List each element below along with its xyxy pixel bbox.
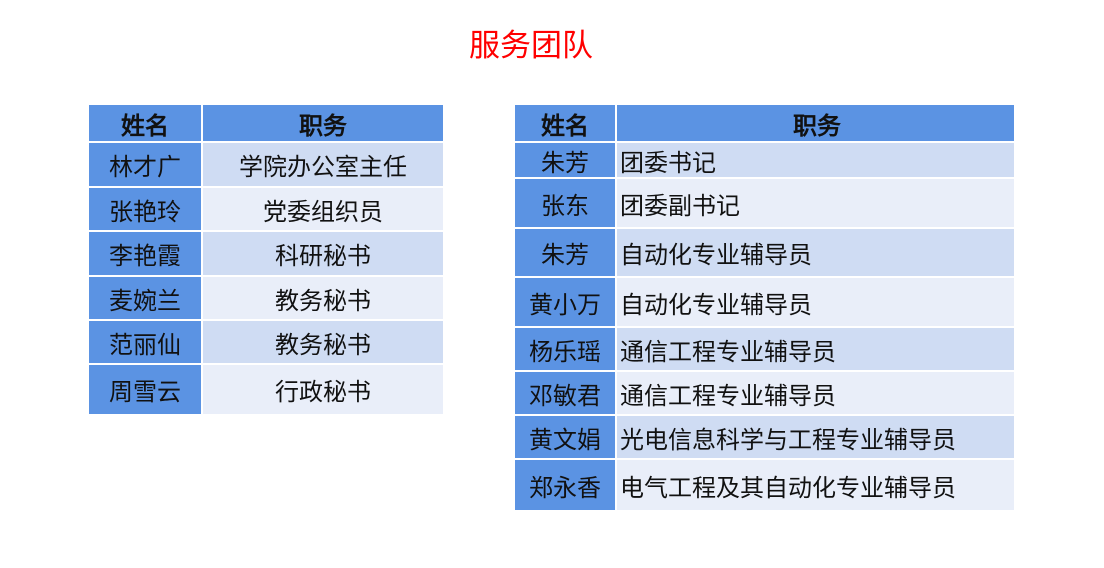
table-row: 朱芳 自动化专业辅导员 [515, 229, 1014, 276]
staff-role: 团委副书记 [617, 179, 1014, 227]
staff-name: 林才广 [89, 143, 201, 186]
staff-name: 李艳霞 [89, 232, 201, 275]
staff-role: 光电信息科学与工程专业辅导员 [617, 416, 1014, 458]
staff-role: 通信工程专业辅导员 [617, 328, 1014, 370]
table-row: 郑永香 电气工程及其自动化专业辅导员 [515, 460, 1014, 510]
table-row: 杨乐瑶 通信工程专业辅导员 [515, 328, 1014, 370]
staff-role: 学院办公室主任 [203, 143, 443, 186]
left-staff-table: 姓名 职务 林才广 学院办公室主任 张艳玲 党委组织员 李艳霞 科研秘书 麦婉兰 教务秘书 范丽… [89, 105, 443, 416]
table-row: 麦婉兰 教务秘书 [89, 277, 443, 319]
staff-name: 张东 [515, 179, 615, 227]
table-header: 姓名 职务 [89, 105, 443, 141]
table-header: 姓名 职务 [515, 105, 1014, 141]
table-row: 张东 团委副书记 [515, 179, 1014, 227]
staff-name: 范丽仙 [89, 321, 201, 363]
table-row: 黄小万 自动化专业辅导员 [515, 278, 1014, 326]
staff-name: 郑永香 [515, 460, 615, 510]
staff-name: 张艳玲 [89, 188, 201, 230]
table-row: 周雪云 行政秘书 [89, 365, 443, 414]
staff-name: 邓敏君 [515, 372, 615, 414]
page-title: 服务团队 [469, 28, 593, 64]
staff-role: 科研秘书 [203, 232, 443, 275]
table-row: 范丽仙 教务秘书 [89, 321, 443, 363]
staff-name: 朱芳 [515, 143, 615, 177]
staff-name: 黄文娟 [515, 416, 615, 458]
staff-role: 教务秘书 [203, 277, 443, 319]
table-row: 张艳玲 党委组织员 [89, 188, 443, 230]
staff-name: 周雪云 [89, 365, 201, 414]
table-row: 林才广 学院办公室主任 [89, 143, 443, 186]
staff-name: 朱芳 [515, 229, 615, 276]
staff-role: 自动化专业辅导员 [617, 229, 1014, 276]
staff-name: 黄小万 [515, 278, 615, 326]
header-role: 职务 [203, 105, 443, 141]
staff-role: 行政秘书 [203, 365, 443, 414]
staff-name: 杨乐瑶 [515, 328, 615, 370]
table-row: 朱芳 团委书记 [515, 143, 1014, 177]
staff-role: 教务秘书 [203, 321, 443, 363]
header-name: 姓名 [515, 105, 615, 141]
table-row: 邓敏君 通信工程专业辅导员 [515, 372, 1014, 414]
staff-name: 麦婉兰 [89, 277, 201, 319]
header-name: 姓名 [89, 105, 201, 141]
header-role: 职务 [617, 105, 1014, 141]
staff-role: 党委组织员 [203, 188, 443, 230]
table-row: 黄文娟 光电信息科学与工程专业辅导员 [515, 416, 1014, 458]
staff-role: 通信工程专业辅导员 [617, 372, 1014, 414]
right-staff-table: 姓名 职务 朱芳 团委书记 张东 团委副书记 朱芳 自动化专业辅导员 黄小万 自动化专业辅导员… [515, 105, 1014, 512]
staff-role: 自动化专业辅导员 [617, 278, 1014, 326]
staff-role: 电气工程及其自动化专业辅导员 [617, 460, 1014, 510]
table-row: 李艳霞 科研秘书 [89, 232, 443, 275]
staff-role: 团委书记 [617, 143, 1014, 177]
